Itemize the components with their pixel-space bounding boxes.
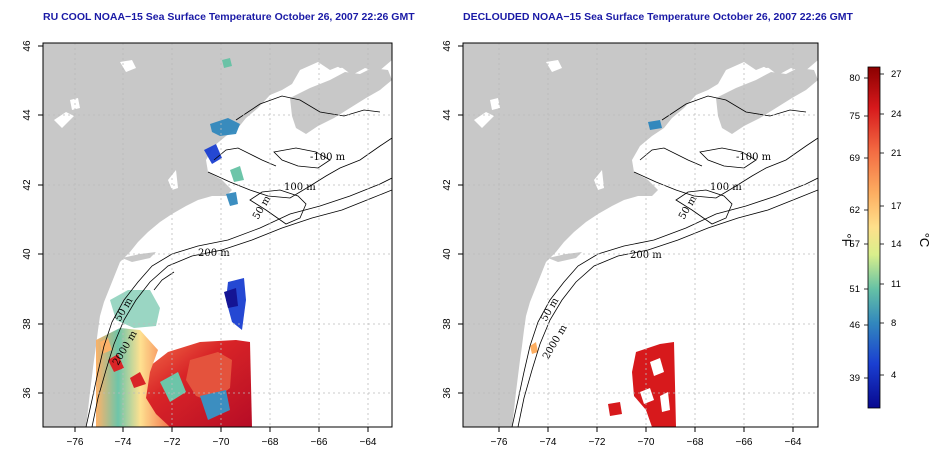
celsius-tick: 21 xyxy=(891,148,902,159)
x-tick-label: −72 xyxy=(164,437,181,448)
contour-label-100m: -100 m xyxy=(310,152,346,163)
land-mass xyxy=(43,43,392,427)
x-tick-label: −76 xyxy=(491,437,508,448)
celsius-tick: 27 xyxy=(891,69,902,80)
celsius-tick: 24 xyxy=(891,109,902,120)
x-tick-label: −70 xyxy=(213,437,230,448)
temperature-colorbar: 80 75 69 62 57 51 46 39 27 24 21 17 14 1… xyxy=(839,66,932,409)
right-x-tick-labels: −76 −74 −72 −70 −68 −66 −64 xyxy=(491,437,802,448)
contour-label-200m: 200 m xyxy=(198,248,230,259)
y-tick-label: 36 xyxy=(22,387,33,399)
x-tick-label: −72 xyxy=(589,437,606,448)
x-tick-label: −66 xyxy=(736,437,753,448)
fahrenheit-tick: 39 xyxy=(849,373,860,384)
grid-left xyxy=(43,43,392,427)
celsius-tick: 14 xyxy=(891,239,902,250)
right-map-area: -100 m 100 m 50 m 200 m 50 m 2000 m xyxy=(463,43,818,427)
celsius-tick: 8 xyxy=(891,318,896,329)
fahrenheit-tick: 51 xyxy=(849,284,860,295)
celsius-tick: 11 xyxy=(891,279,901,290)
land-mass xyxy=(463,43,818,427)
grid-right xyxy=(463,43,818,427)
y-tick-label: 40 xyxy=(22,248,33,260)
sst-data-left xyxy=(96,58,252,427)
left-x-tick-labels: −76 −74 −72 −70 −68 −66 −64 xyxy=(67,437,377,448)
left-y-tick-labels: 36 38 40 42 44 46 xyxy=(22,40,33,399)
x-tick-label: −66 xyxy=(311,437,328,448)
left-map-frame xyxy=(42,42,393,428)
contour-label-200m: 200 m xyxy=(630,250,662,261)
left-map-title: RU COOL NOAA−15 Sea Surface Temperature … xyxy=(43,11,415,23)
fahrenheit-tick: 69 xyxy=(849,153,860,164)
right-axis-ticks xyxy=(458,45,794,432)
y-tick-label: 44 xyxy=(442,109,453,121)
fahrenheit-tick: 46 xyxy=(849,320,860,331)
x-tick-label: −68 xyxy=(687,437,704,448)
y-tick-label: 46 xyxy=(442,40,453,52)
left-axis-ticks xyxy=(38,45,369,432)
celsius-tick: 4 xyxy=(891,370,896,381)
y-tick-label: 36 xyxy=(442,387,453,399)
fahrenheit-tick: 57 xyxy=(849,239,860,250)
x-tick-label: −68 xyxy=(262,437,279,448)
right-y-tick-labels: 36 38 40 42 44 46 xyxy=(442,40,453,399)
fahrenheit-tick: 62 xyxy=(849,205,860,216)
y-tick-label: 44 xyxy=(22,109,33,121)
contour-label-100m: -100 m xyxy=(736,152,772,163)
fahrenheit-unit-label: °F xyxy=(839,233,854,246)
right-map-frame xyxy=(462,42,819,428)
y-tick-label: 42 xyxy=(442,179,453,191)
x-tick-label: −76 xyxy=(67,437,84,448)
x-tick-label: −64 xyxy=(785,437,802,448)
sst-data-right xyxy=(530,120,676,427)
y-tick-label: 40 xyxy=(442,248,453,260)
fahrenheit-tick: 75 xyxy=(849,111,860,122)
contour-label-100m-b: 100 m xyxy=(710,182,742,193)
x-tick-label: −64 xyxy=(360,437,377,448)
y-tick-label: 38 xyxy=(22,318,33,330)
y-tick-label: 42 xyxy=(22,179,33,191)
y-tick-label: 46 xyxy=(22,40,33,52)
x-tick-label: −74 xyxy=(540,437,557,448)
y-tick-label: 38 xyxy=(442,318,453,330)
contour-label-100m-b: 100 m xyxy=(284,182,316,193)
fahrenheit-tick: 80 xyxy=(849,73,860,84)
celsius-tick: 17 xyxy=(891,201,902,212)
colorbar-gradient xyxy=(867,66,881,409)
left-map-area: -100 m 100 m 50 m 200 m 50 m 2000 m xyxy=(43,43,392,427)
x-tick-label: −70 xyxy=(638,437,655,448)
right-map-title: DECLOUDED NOAA−15 Sea Surface Temperatur… xyxy=(463,11,853,23)
celsius-unit-label: °C xyxy=(917,233,932,248)
x-tick-label: −74 xyxy=(115,437,132,448)
